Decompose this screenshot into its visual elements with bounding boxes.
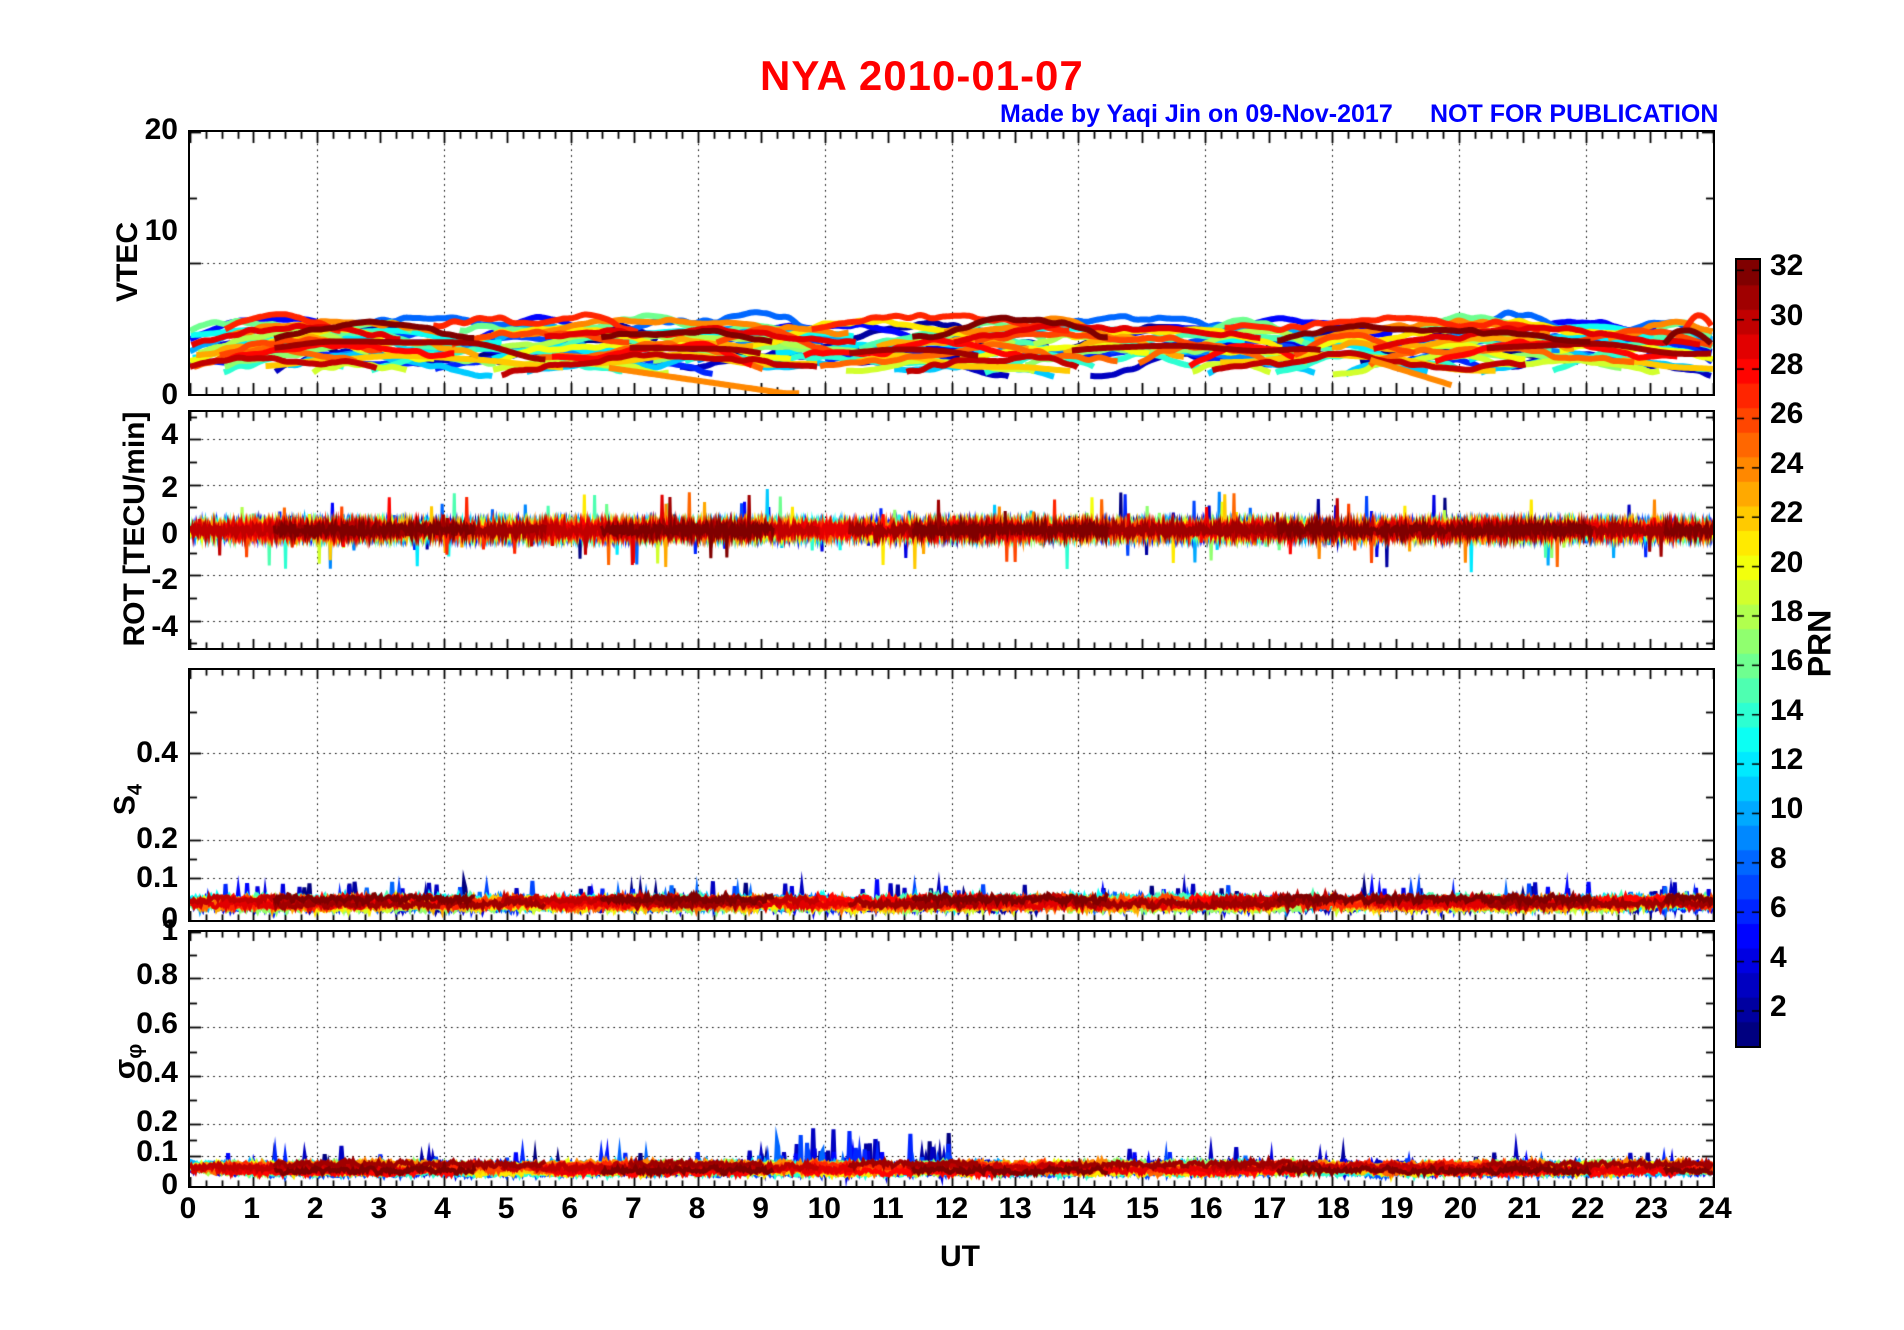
rot-ytick-4: 4 — [161, 418, 178, 451]
sigmaphi-ytick-1: 1 — [161, 914, 178, 947]
s4-ytick-01: 0.1 — [136, 861, 178, 894]
x-tick-16: 16 — [1189, 1192, 1223, 1225]
s4-canvas — [190, 670, 1713, 920]
vtec-axis-label: VTEC — [111, 222, 144, 303]
panel-rot — [188, 410, 1715, 650]
sigmaphi-ytick-02: 0.2 — [136, 1105, 178, 1138]
x-tick-15: 15 — [1125, 1192, 1160, 1225]
x-tick-24: 24 — [1698, 1192, 1732, 1225]
x-tick-14: 14 — [1062, 1192, 1096, 1225]
colorbar-tick-12: 12 — [1770, 743, 1804, 777]
colorbar-tick-26: 26 — [1770, 397, 1804, 431]
x-axis-label: UT — [940, 1240, 980, 1273]
sigmaphi-ytick-08: 0.8 — [136, 958, 178, 991]
x-tick-8: 8 — [688, 1192, 706, 1225]
rot-ytick-m2: -2 — [151, 563, 178, 596]
plot-title: NYA 2010-01-07 — [760, 52, 1084, 99]
colorbar-tick-10: 10 — [1770, 792, 1804, 826]
rot-ytick-2: 2 — [161, 471, 178, 504]
x-tick-20: 20 — [1443, 1192, 1478, 1225]
x-tick-23: 23 — [1634, 1192, 1669, 1225]
panel-sigma-phi — [188, 930, 1715, 1188]
colorbar-tick-24: 24 — [1770, 446, 1804, 480]
colorbar-tick-8: 8 — [1770, 841, 1787, 875]
disclaimer-text: NOT FOR PUBLICATION — [1430, 100, 1719, 128]
vtec-ytick-10: 10 — [144, 214, 178, 247]
vtec-ytick-0: 0 — [161, 378, 178, 411]
colorbar-tick-4: 4 — [1770, 940, 1787, 974]
x-tick-5: 5 — [497, 1192, 515, 1225]
x-tick-19: 19 — [1380, 1192, 1414, 1225]
colorbar-tick-6: 6 — [1770, 891, 1787, 925]
sigmaphi-ytick-04: 0.4 — [136, 1056, 178, 1089]
x-tick-18: 18 — [1316, 1192, 1350, 1225]
s4-ytick-04: 0.4 — [136, 736, 178, 769]
colorbar-tick-18: 18 — [1770, 594, 1804, 628]
x-tick-7: 7 — [625, 1192, 642, 1225]
rot-ytick-0: 0 — [161, 517, 178, 550]
x-tick-0: 0 — [179, 1192, 197, 1225]
x-tick-17: 17 — [1252, 1192, 1287, 1225]
x-tick-9: 9 — [752, 1192, 769, 1225]
sigmaphi-ytick-06: 0.6 — [136, 1007, 178, 1040]
x-tick-13: 13 — [998, 1192, 1032, 1225]
rot-ytick-m4: -4 — [151, 610, 178, 643]
x-tick-21: 21 — [1507, 1192, 1541, 1225]
colorbar-label: PRN — [1801, 609, 1838, 678]
credit-text: Made by Yaqi Jin on 09-Nov-2017 — [1000, 100, 1393, 128]
x-tick-6: 6 — [561, 1192, 579, 1225]
colorbar-canvas — [1737, 260, 1759, 1046]
colorbar-tick-16: 16 — [1770, 644, 1804, 678]
colorbar-tick-22: 22 — [1770, 496, 1804, 530]
x-tick-10: 10 — [807, 1192, 841, 1225]
panel-s4 — [188, 668, 1715, 922]
colorbar-tick-2: 2 — [1770, 989, 1787, 1023]
panel-vtec — [188, 130, 1715, 396]
s4-subscript: 4 — [124, 783, 147, 796]
sigma-phi-canvas — [190, 932, 1713, 1186]
x-tick-11: 11 — [872, 1192, 904, 1225]
x-tick-12: 12 — [934, 1192, 969, 1225]
colorbar-tick-32: 32 — [1770, 249, 1804, 283]
x-tick-3: 3 — [370, 1192, 388, 1225]
s4-ytick-0: 0 — [161, 902, 178, 935]
colorbar-tick-14: 14 — [1770, 693, 1804, 727]
colorbar — [1735, 258, 1761, 1048]
x-tick-1: 1 — [243, 1192, 260, 1225]
colorbar-tick-20: 20 — [1770, 545, 1804, 579]
colorbar-tick-30: 30 — [1770, 298, 1804, 332]
vtec-ytick-20: 20 — [144, 113, 178, 146]
vtec-canvas — [190, 132, 1713, 394]
colorbar-tick-28: 28 — [1770, 348, 1804, 382]
x-tick-2: 2 — [306, 1192, 324, 1225]
rot-canvas — [190, 412, 1713, 648]
sigmaphi-ytick-0: 0 — [161, 1168, 178, 1201]
x-tick-4: 4 — [434, 1192, 451, 1225]
sigmaphi-ytick-01: 0.1 — [136, 1135, 178, 1168]
s4-ytick-02: 0.2 — [136, 822, 178, 855]
x-tick-22: 22 — [1571, 1192, 1605, 1225]
